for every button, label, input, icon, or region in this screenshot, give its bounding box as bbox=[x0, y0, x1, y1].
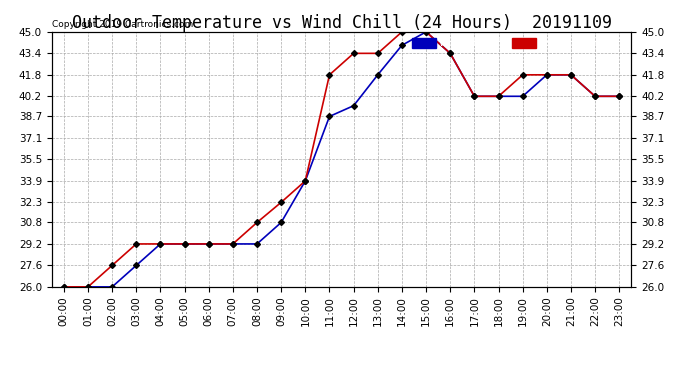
Text: Copyright 2019 Cartronics.com: Copyright 2019 Cartronics.com bbox=[52, 20, 193, 29]
Title: Outdoor Temperature vs Wind Chill (24 Hours)  20191109: Outdoor Temperature vs Wind Chill (24 Ho… bbox=[72, 14, 611, 32]
Legend: Wind Chill  (°F), Temperature  (°F): Wind Chill (°F), Temperature (°F) bbox=[411, 37, 627, 49]
